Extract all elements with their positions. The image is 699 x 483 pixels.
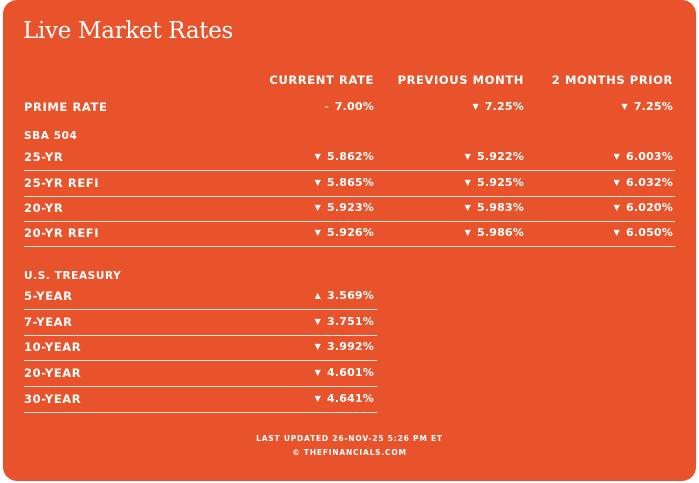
down-triangle-icon: ▼ [613,178,620,187]
rate-label: 5-YEAR [24,289,73,303]
market-rates-card: Live Market Rates CURRENT RATE PREVIOUS … [3,0,696,481]
down-triangle-icon: ▼ [314,317,321,326]
rate-value: 6.032% [625,176,673,189]
down-triangle-icon: ▼ [613,152,620,161]
rate-label: 7-YEAR [24,315,73,329]
down-triangle-icon: ▼ [464,228,471,237]
rate-value: 7.25% [484,100,524,113]
rate-label: 30-YEAR [24,392,82,406]
rate-value: 5.986% [476,226,524,239]
rate-value: 5.862% [326,150,374,163]
rate-current: –7.00% [254,100,374,113]
down-triangle-icon: ▼ [613,203,620,212]
rate-value: 7.00% [334,100,374,113]
rate-value: 7.25% [633,100,673,113]
rate-current: ▼ 5.926% [254,226,374,239]
up-triangle-icon: ▲ [314,291,321,300]
section-heading-treasury: U.S. TREASURY [24,270,122,282]
down-triangle-icon: ▼ [314,368,321,377]
column-header-previous: PREVIOUS MONTH [397,73,524,87]
rate-previous: ▼ 5.983% [404,201,524,214]
row-divider [24,196,675,197]
rate-value: 4.641% [326,392,374,405]
rate-label: 25-YR REFI [24,176,100,190]
column-header-current: CURRENT RATE [269,73,374,87]
rate-value: 5.983% [476,201,524,214]
row-divider [24,221,675,222]
down-triangle-icon: ▼ [464,203,471,212]
rate-current: ▼ 3.992% [254,340,374,353]
rate-value: 3.751% [326,315,374,328]
down-triangle-icon: ▼ [314,394,321,403]
section-heading-sba: SBA 504 [24,130,78,142]
rate-two-prior: ▼ 6.020% [553,201,673,214]
rate-value: 6.050% [625,226,673,239]
rate-previous: ▼ 5.986% [404,226,524,239]
rate-value: 6.003% [625,150,673,163]
down-triangle-icon: ▼ [472,102,479,111]
dash-icon: – [324,102,329,111]
rate-current: ▼ 5.923% [254,201,374,214]
page-title: Live Market Rates [23,18,234,44]
rate-label: 25-YR [24,150,64,164]
rate-label: 20-YEAR [24,366,82,380]
rate-value: 6.020% [625,201,673,214]
row-divider [24,412,377,413]
last-updated: LAST UPDATED 26-NOV-25 5:26 PM ET [256,434,443,443]
rate-value: 5.925% [476,176,524,189]
rate-value: 5.923% [326,201,374,214]
row-divider [24,309,377,310]
rate-label: 20-YR REFI [24,226,100,240]
down-triangle-icon: ▼ [314,342,321,351]
rate-current: ▼ 5.862% [254,150,374,163]
rate-current: ▼ 4.641% [254,392,374,405]
row-divider [24,170,675,171]
down-triangle-icon: ▼ [314,228,321,237]
rate-value: 4.601% [326,366,374,379]
rate-value: 3.569% [326,289,374,302]
rate-two-prior: ▼ 6.032% [553,176,673,189]
rate-label: 10-YEAR [24,340,82,354]
rate-label: 20-YR [24,201,64,215]
rate-previous: ▼ 7.25% [404,100,524,113]
down-triangle-icon: ▼ [464,178,471,187]
rate-current: ▼ 5.865% [254,176,374,189]
column-header-two-prior: 2 MONTHS PRIOR [551,73,673,87]
rate-value: 5.922% [476,150,524,163]
down-triangle-icon: ▼ [613,228,620,237]
rate-current: ▼ 4.601% [254,366,374,379]
down-triangle-icon: ▼ [464,152,471,161]
down-triangle-icon: ▼ [621,102,628,111]
rate-current: ▼ 3.751% [254,315,374,328]
copyright-link[interactable]: © THEFINANCIALS.COM [292,448,407,457]
rate-value: 3.992% [326,340,374,353]
rate-current: ▲ 3.569% [254,289,374,302]
row-divider [24,386,377,387]
rate-previous: ▼ 5.925% [404,176,524,189]
down-triangle-icon: ▼ [314,203,321,212]
row-divider [24,360,377,361]
rate-label: PRIME RATE [24,100,108,114]
row-divider [24,246,675,247]
rate-value: 5.865% [326,176,374,189]
rate-two-prior: ▼ 6.050% [553,226,673,239]
down-triangle-icon: ▼ [314,152,321,161]
rate-value: 5.926% [326,226,374,239]
rate-two-prior: ▼ 7.25% [553,100,673,113]
row-divider [24,335,377,336]
down-triangle-icon: ▼ [314,178,321,187]
rate-previous: ▼ 5.922% [404,150,524,163]
rate-two-prior: ▼ 6.003% [553,150,673,163]
